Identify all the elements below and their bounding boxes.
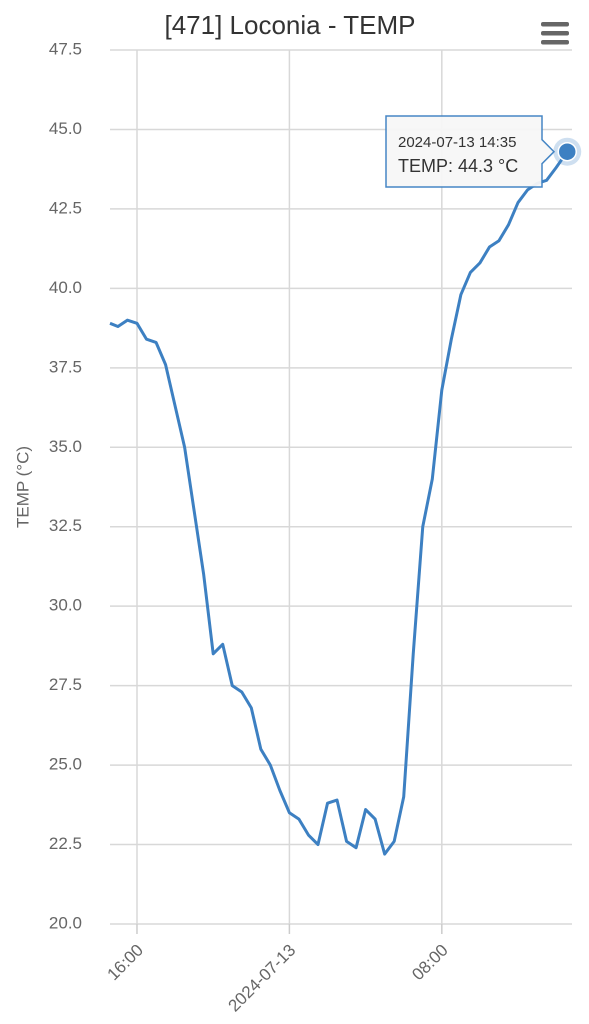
y-tick-label: 20.0 (49, 913, 82, 932)
y-tick-label: 47.5 (49, 39, 82, 58)
y-axis-title: TEMP (°C) (13, 446, 32, 528)
menu-bar[interactable] (541, 40, 569, 45)
menu-bar[interactable] (541, 31, 569, 36)
y-tick-label: 40.0 (49, 278, 82, 297)
y-tick-label: 42.5 (49, 198, 82, 217)
chart-title: [471] Loconia - TEMP (165, 10, 416, 40)
y-tick-label: 30.0 (49, 596, 82, 615)
y-tick-label: 32.5 (49, 516, 82, 535)
tooltip-box (385, 115, 556, 188)
y-tick-label: 37.5 (49, 357, 82, 376)
tooltip-value: TEMP: 44.3 °C (398, 156, 518, 176)
menu-bar[interactable] (541, 22, 569, 27)
menu-button[interactable] (541, 22, 569, 45)
y-tick-label: 22.5 (49, 834, 82, 853)
y-tick-label: 27.5 (49, 675, 82, 694)
tooltip: 2024-07-13 14:35 TEMP: 44.3 °C (385, 115, 556, 188)
tooltip-header: 2024-07-13 14:35 (398, 134, 516, 151)
line-series (109, 150, 569, 856)
x-tick-label: 2024-07-13 (224, 941, 299, 1016)
y-tick-label: 25.0 (49, 755, 82, 774)
y-tick-label: 45.0 (49, 119, 82, 138)
y-tick-label: 35.0 (49, 437, 82, 456)
x-tick-label: 08:00 (408, 941, 452, 985)
x-tick-label: 16:00 (103, 941, 147, 985)
hover-marker (557, 141, 577, 162)
